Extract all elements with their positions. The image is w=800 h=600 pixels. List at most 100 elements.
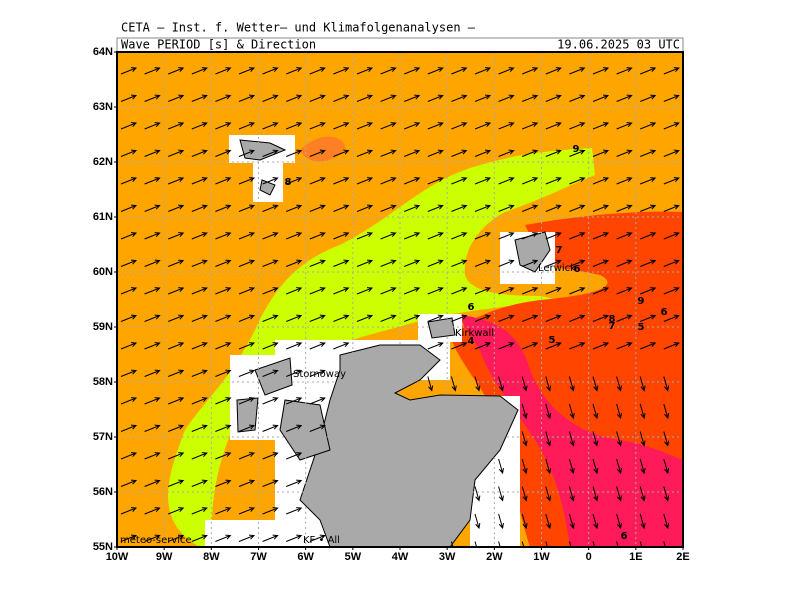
direction-arrow bbox=[262, 94, 279, 102]
direction-arrow bbox=[262, 177, 279, 185]
contour-label: 4 bbox=[468, 336, 475, 347]
direction-arrow bbox=[450, 376, 457, 392]
direction-arrow bbox=[498, 287, 515, 295]
direction-arrow bbox=[427, 177, 444, 185]
direction-arrow bbox=[238, 149, 256, 157]
direction-arrow bbox=[663, 541, 666, 547]
lon-label: 2W bbox=[486, 551, 503, 563]
direction-arrow bbox=[569, 232, 586, 240]
direction-arrow bbox=[215, 287, 232, 295]
direction-arrow bbox=[474, 342, 492, 350]
direction-arrow bbox=[592, 204, 610, 212]
direction-arrow bbox=[309, 177, 326, 185]
direction-arrow bbox=[238, 397, 256, 405]
direction-arrow bbox=[545, 149, 562, 157]
direction-arrow bbox=[144, 342, 161, 350]
direction-arrow bbox=[262, 507, 279, 515]
direction-arrow bbox=[380, 287, 397, 295]
direction-arrow bbox=[309, 369, 326, 377]
direction-arrow bbox=[592, 376, 599, 392]
lat-label: 60N bbox=[93, 266, 113, 278]
direction-arrow bbox=[427, 204, 444, 212]
direction-arrow bbox=[569, 177, 586, 185]
direction-arrow bbox=[427, 94, 444, 102]
direction-arrow bbox=[380, 204, 397, 212]
contour-label: 7 bbox=[556, 245, 563, 256]
direction-arrow bbox=[616, 342, 633, 350]
direction-arrow bbox=[451, 94, 468, 102]
direction-arrow bbox=[568, 403, 575, 420]
direction-arrow bbox=[569, 94, 586, 102]
direction-arrow bbox=[663, 94, 680, 102]
direction-arrow bbox=[569, 259, 586, 267]
direction-arrow bbox=[238, 204, 256, 212]
direction-arrow bbox=[427, 149, 444, 157]
direction-arrow bbox=[120, 67, 138, 75]
direction-arrow bbox=[144, 287, 161, 295]
direction-arrow bbox=[474, 314, 492, 322]
direction-arrow bbox=[262, 479, 279, 487]
direction-arrow bbox=[168, 342, 185, 350]
direction-arrow bbox=[333, 149, 350, 157]
direction-arrow bbox=[262, 424, 279, 432]
direction-arrow bbox=[592, 314, 610, 322]
direction-arrow bbox=[451, 122, 468, 130]
direction-arrow bbox=[144, 149, 161, 157]
direction-arrow bbox=[286, 314, 303, 322]
direction-arrow bbox=[498, 204, 515, 212]
direction-arrow bbox=[168, 122, 185, 130]
lat-label: 63N bbox=[93, 101, 113, 113]
direction-arrow bbox=[616, 376, 622, 392]
direction-arrow bbox=[120, 177, 138, 185]
direction-arrow bbox=[238, 424, 256, 432]
lat-label: 55N bbox=[93, 541, 113, 553]
direction-arrow bbox=[168, 232, 185, 240]
direction-arrow bbox=[522, 94, 539, 102]
direction-arrow bbox=[380, 177, 397, 185]
direction-arrow bbox=[286, 287, 303, 295]
direction-arrow bbox=[120, 314, 138, 322]
direction-arrow bbox=[451, 232, 468, 240]
direction-arrow bbox=[639, 458, 646, 475]
direction-arrow bbox=[498, 458, 504, 475]
direction-arrow bbox=[521, 541, 525, 547]
place-name: Kirkwall bbox=[455, 328, 494, 339]
direction-arrow bbox=[356, 204, 374, 212]
lon-label: 7W bbox=[250, 551, 267, 563]
direction-arrow bbox=[191, 369, 208, 377]
direction-arrow bbox=[215, 94, 232, 102]
direction-arrow bbox=[663, 342, 680, 350]
place-name: Lerwick bbox=[538, 263, 576, 274]
direction-arrow bbox=[120, 94, 138, 102]
direction-arrow bbox=[522, 67, 539, 75]
direction-arrow bbox=[616, 122, 633, 130]
direction-arrow bbox=[262, 67, 279, 75]
direction-arrow bbox=[663, 513, 670, 530]
direction-arrow bbox=[568, 458, 575, 475]
direction-arrow bbox=[333, 314, 350, 322]
direction-arrow bbox=[451, 342, 468, 350]
direction-arrow bbox=[474, 541, 478, 547]
direction-arrow bbox=[238, 507, 256, 515]
direction-arrow bbox=[144, 94, 161, 102]
direction-arrow bbox=[168, 507, 185, 515]
direction-arrow bbox=[521, 403, 528, 420]
direction-arrow bbox=[427, 287, 444, 295]
direction-arrow bbox=[639, 513, 646, 530]
direction-arrow bbox=[663, 431, 670, 447]
direction-arrow bbox=[427, 122, 444, 130]
direction-arrow bbox=[286, 204, 303, 212]
lon-label: 10W bbox=[106, 551, 129, 563]
direction-arrow bbox=[238, 314, 256, 322]
direction-arrow bbox=[309, 342, 326, 350]
direction-arrow bbox=[616, 458, 622, 475]
direction-arrow bbox=[640, 287, 657, 295]
direction-arrow bbox=[498, 486, 504, 502]
direction-arrow bbox=[215, 259, 232, 267]
direction-arrow bbox=[168, 177, 185, 185]
direction-arrow bbox=[238, 67, 256, 75]
direction-arrow bbox=[451, 177, 468, 185]
direction-arrow bbox=[333, 204, 350, 212]
direction-arrow bbox=[569, 287, 586, 295]
direction-arrow bbox=[592, 149, 610, 157]
